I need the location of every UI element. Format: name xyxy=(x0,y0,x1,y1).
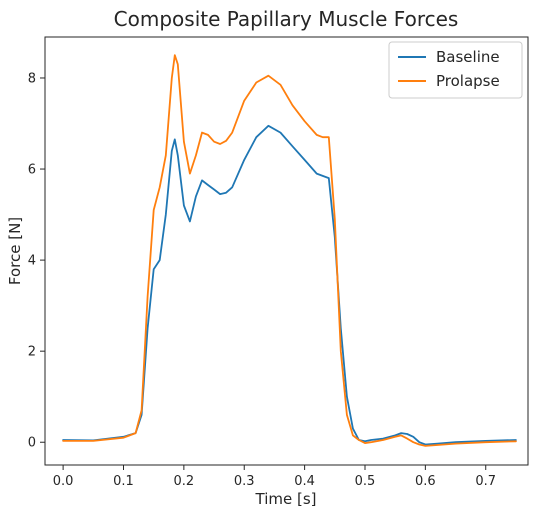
x-tick-label: 0.3 xyxy=(234,474,255,489)
x-axis: 0.0 0.1 0.2 0.3 0.4 0.5 0.6 0.7 xyxy=(53,465,496,489)
x-tick-label: 0.1 xyxy=(113,474,134,489)
y-axis-label: Force [N] xyxy=(6,217,24,285)
y-tick-label: 8 xyxy=(28,71,36,86)
y-tick-label: 6 xyxy=(28,163,36,178)
plot-area-frame xyxy=(44,36,529,466)
series-line-prolapse xyxy=(62,54,517,447)
legend-label-baseline: Baseline xyxy=(436,48,500,66)
y-tick-label: 0 xyxy=(28,436,36,451)
chart-title: Composite Papillary Muscle Forces xyxy=(114,7,459,31)
series-line-baseline xyxy=(62,124,517,446)
legend: Baseline Prolapse xyxy=(388,41,523,99)
x-tick-label: 0.0 xyxy=(53,474,74,489)
x-tick-label: 0.7 xyxy=(475,474,496,489)
x-tick-label: 0.5 xyxy=(355,474,376,489)
x-tick-label: 0.2 xyxy=(174,474,195,489)
x-tick-label: 0.6 xyxy=(415,474,436,489)
y-axis: 0 2 4 6 8 xyxy=(28,71,45,451)
y-tick-label: 2 xyxy=(28,345,36,360)
x-tick-label: 0.4 xyxy=(294,474,315,489)
y-tick-label: 4 xyxy=(28,254,36,269)
legend-label-prolapse: Prolapse xyxy=(436,72,500,90)
series-lines xyxy=(62,54,517,447)
x-axis-label: Time [s] xyxy=(255,490,317,508)
